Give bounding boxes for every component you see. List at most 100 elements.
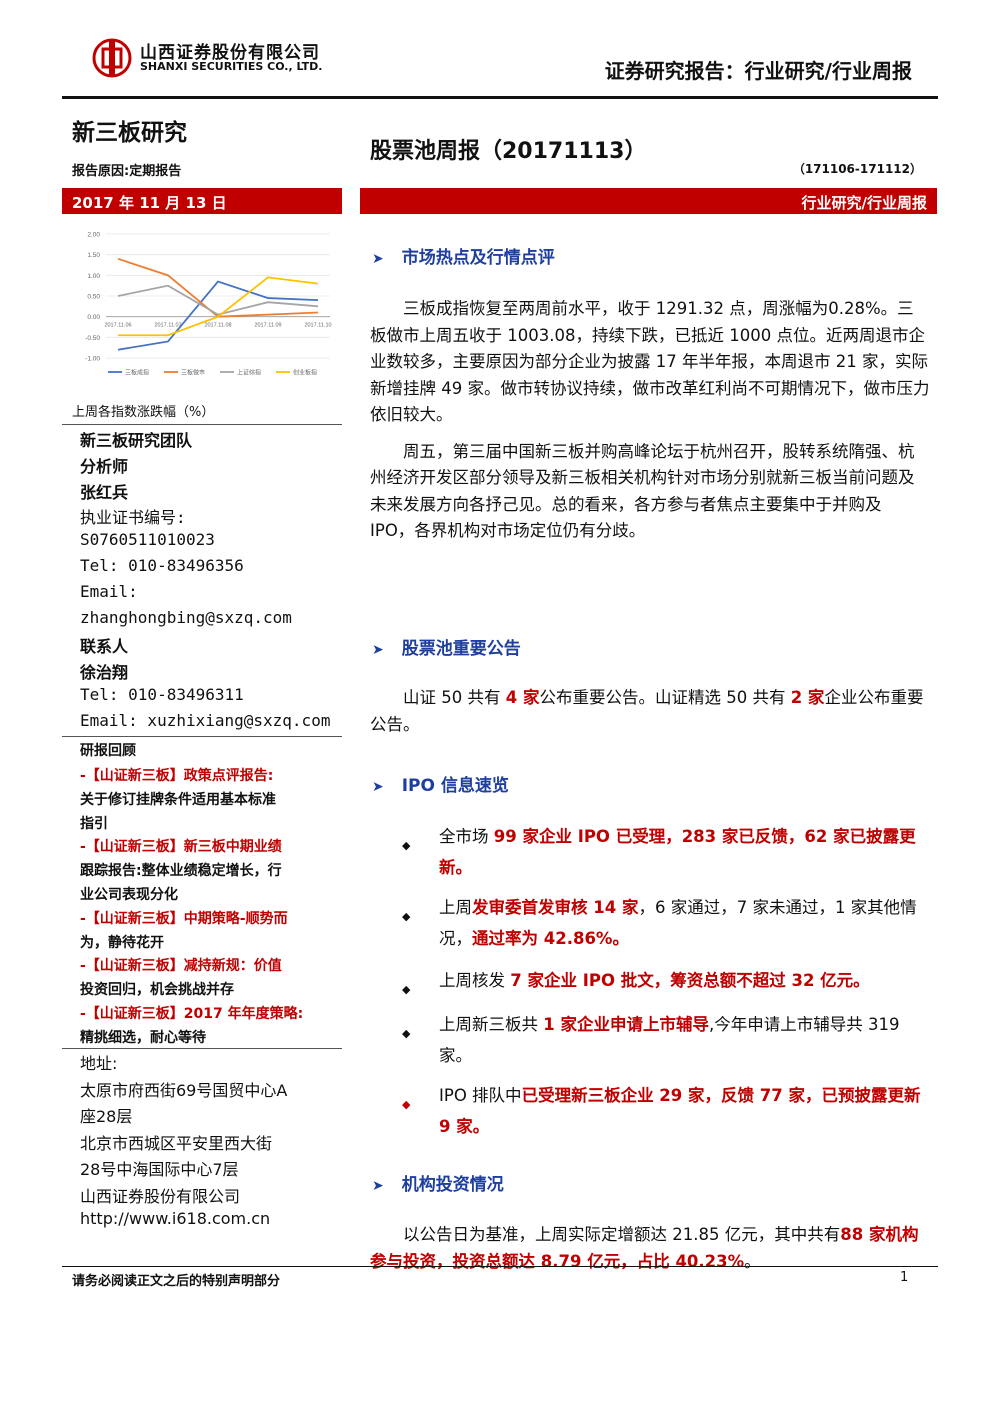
company-name-en: SHANXI SECURITIES CO., LTD. [140,60,323,73]
review-line: 跟踪报告:整体业绩稳定增长，行 [80,863,282,880]
report-title: 股票池周报（20171113） [370,139,647,164]
arrow-icon: ➤ [372,779,384,795]
chart-x-labels: 2017.11.06 2017.11.07 2017.11.08 2017.11.09… [104,323,331,329]
review-line: -【山证新三板】减持新规：价值 [80,958,282,975]
team-line: Tel: 010-83496311 [80,685,244,704]
address-line: 28号中海国际中心7层 [80,1160,239,1179]
team-line: S0760511010023 [80,530,215,550]
legend-label: 上证综指 [237,369,261,377]
series-line [118,276,319,337]
x-tick-label: 2017.11.06 [104,323,131,329]
section-title: 新三板研究 [72,119,187,146]
y-tick-label: 1.00 [87,273,100,280]
review-line: -【山证新三板】新三板中期业绩 [80,839,282,856]
team-line: zhanghongbing@sxzq.com [80,607,292,627]
team-line: 徐治翔 [80,663,129,683]
series-line [117,284,319,316]
date-bar: 2017 年 11 月 13 日 [62,188,342,214]
section-heading-ipo: ➤ IPO 信息速览 [372,776,509,796]
legend-label: 三板成指 [125,369,149,377]
footer-divider [62,1266,938,1267]
chart-lines [117,257,319,351]
team-line: 联系人 [80,637,129,657]
report-date: 2017 年 11 月 13 日 [72,194,227,212]
review-line: 精挑细选，耐心等待 [80,1029,206,1046]
company-name-cn: 山西证券股份有限公司 [140,43,320,63]
address-line: http://www.i618.com.cn [80,1209,271,1228]
team-line: Email: xuzhixiang@sxzq.com [80,710,331,730]
category-bar: 行业研究/行业周报 [360,188,937,214]
chart-legend: 三板成指 三板做市 上证综指 创业板指 [108,369,317,377]
ipo-bullet: ◆ 上周发审委首发审核 14 家，6 家通过，7 家未通过，1 家其他情况，通过率… [402,898,917,948]
report-reason: 报告原因:定期报告 [72,164,182,179]
x-tick-label: 2017.11.08 [204,323,231,329]
chart-grid: 2.00 1.50 1.00 0.50 0.00 -0.50 -1.00 [85,232,330,363]
category-label: 行业研究/行业周报 [801,194,927,212]
section-heading-institutions: ➤ 机构投资情况 [372,1175,504,1195]
paragraph: 周五，第三届中国新三板并购高峰论坛于杭州召开，股转系统隋强、杭州经济开发区部分领… [370,441,915,541]
address-line: 地址: [80,1054,118,1073]
team-line: Tel: 010-83496356 [80,556,244,575]
team-line: 新三板研究团队 [80,431,193,450]
review-line: 投资回归，机会挑战并存 [80,982,234,999]
section-heading-market: ➤ 市场热点及行情点评 [372,248,555,268]
series-line [117,280,319,351]
report-type: 证券研究报告：行业研究/行业周报 [604,59,912,83]
x-tick-label: 2017.11.10 [304,323,331,329]
y-tick-label: -1.00 [85,356,100,363]
y-tick-label: -0.50 [85,335,100,342]
diamond-icon: ◆ [402,839,411,852]
review-line: -【山证新三板】中期策略-顺势而 [80,910,288,927]
team-line: 执业证书编号: [80,508,186,528]
header-divider [62,96,938,99]
paragraph: 三板成指恢复至两周前水平，收于 1291.32 点，周涨幅为0.28%。三板做市… [370,299,930,424]
address-line: 北京市西城区平安里西大街 [80,1133,273,1153]
diamond-icon: ◆ [402,983,411,996]
left-divider [62,424,342,425]
arrow-icon: ➤ [372,642,384,658]
ipo-bullet: ◆ 上周核发 7 家企业 IPO 批文，筹资总额不超过 32 亿元。 [402,965,930,996]
y-tick-label: 1.50 [87,252,100,259]
review-line: -【山证新三板】2017 年年度策略: [80,1006,304,1022]
left-divider [62,1048,342,1049]
announcements-text: 山证 50 共有 4 家公布重要公告。山证精选 50 共有 2 家企业公布重要公… [370,688,924,734]
review-title: 研报回顾 [80,743,136,759]
diamond-icon: ◆ [402,1098,411,1111]
report-period: （171106-171112） [792,162,922,176]
address-line: 山西证券股份有限公司 [80,1186,241,1206]
y-tick-label: 2.00 [87,232,100,239]
y-tick-label: 0.00 [87,314,100,321]
ipo-bullet: ◆ IPO 排队中已受理新三板企业 29 家，反馈 77 家，已预披露更新 9 家… [402,1086,921,1136]
x-tick-label: 2017.11.07 [154,323,181,329]
review-line: -【山证新三板】政策点评报告: [80,768,274,784]
review-line: 为，静待花开 [80,934,164,951]
address-line: 太原市府西街69号国贸中心A [80,1080,288,1100]
arrow-icon: ➤ [372,1178,384,1194]
chart-caption: 上周各指数涨跌幅（%） [72,405,215,420]
arrow-icon: ➤ [372,251,384,267]
review-line: 关于修订挂牌条件适用基本标准 [80,791,276,808]
diamond-icon: ◆ [402,1027,411,1040]
ipo-bullet: ◆ 全市场 99 家企业 IPO 已受理，283 家已反馈，62 家已披露更新。 [402,827,916,877]
company-logo [92,38,132,78]
left-divider [62,736,342,737]
x-tick-label: 2017.11.09 [254,323,281,329]
series-line [117,257,319,318]
team-line: Email: [80,581,138,601]
address-line: 座28层 [80,1107,133,1126]
market-commentary: 三板成指恢复至两周前水平，收于 1291.32 点，周涨幅为0.28%。三板做市… [370,296,930,545]
legend-label: 创业板指 [293,369,317,377]
section-heading-announcements: ➤ 股票池重要公告 [372,639,521,659]
legend-label: 三板做市 [181,369,205,377]
team-line: 分析师 [80,456,129,476]
team-line: 张红兵 [80,482,129,502]
ipo-bullet: ◆ 上周新三板共 1 家企业申请上市辅导,今年申请上市辅导共 319 家。 [402,1015,900,1065]
y-tick-label: 0.50 [87,294,100,301]
page-number: 1 [900,1270,909,1285]
footer-disclaimer: 请务必阅读正文之后的特别声明部分 [72,1274,281,1289]
institution-text: 以公告日为基准，上周实际定增额达 21.85 亿元，其中共有88 家机构参与投资… [370,1225,919,1271]
review-line: 业公司表现分化 [80,887,178,903]
review-line: 指引 [80,815,108,832]
index-change-chart: 2.00 1.50 1.00 0.50 0.00 -0.50 -1.00 2017.11.0… [85,232,331,377]
diamond-icon: ◆ [402,910,411,923]
